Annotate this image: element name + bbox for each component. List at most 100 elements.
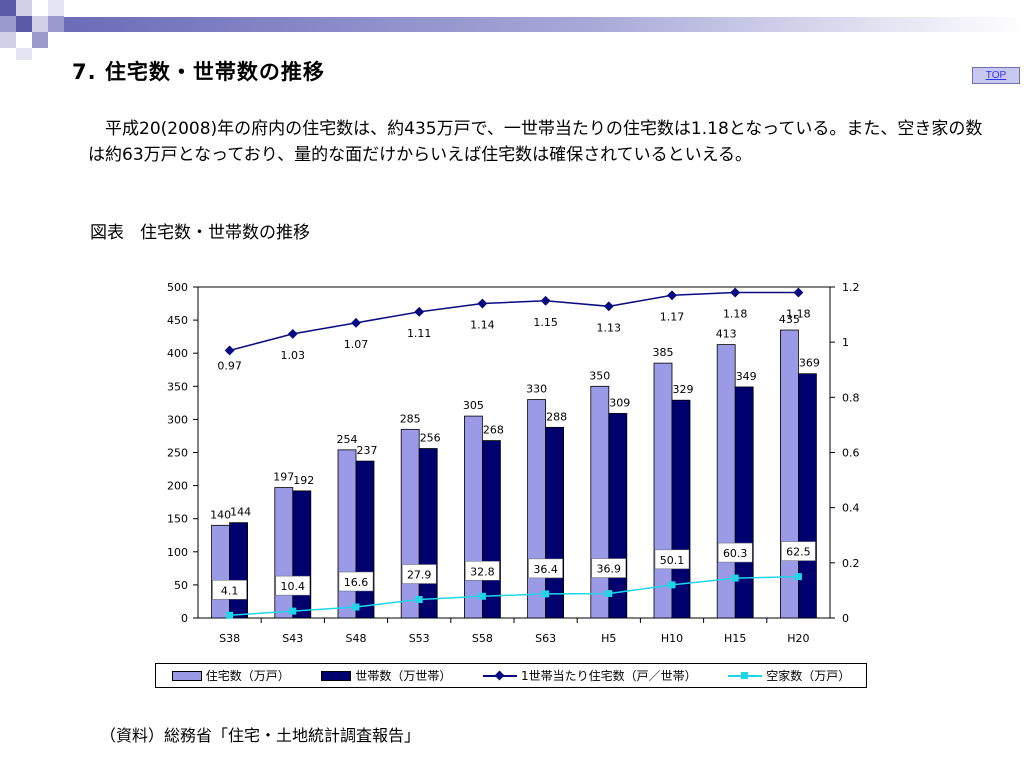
bar-households (798, 373, 817, 619)
data-label-ratio: 1.18 (723, 308, 748, 321)
bar-households (355, 460, 375, 619)
marker-ratio (414, 306, 425, 317)
marker-vacant (668, 581, 676, 589)
data-label-vacant: 36.9 (597, 563, 622, 576)
y2-axis-tick-label: 0.4 (842, 502, 860, 515)
chart-legend: 住宅数（万戸） 世帯数（万世帯） 1世帯当たり住宅数（戸／世帯） 空家数（万戸） (155, 663, 867, 688)
data-label-housing: 254 (337, 433, 358, 446)
header-decoration (0, 0, 1024, 60)
data-label-box-vacant (465, 561, 500, 581)
legend-label-vacant: 空家数（万戸） (766, 669, 851, 683)
data-label-housing: 350 (589, 369, 610, 382)
data-label-ratio: 0.97 (217, 359, 242, 372)
data-label-households: 268 (483, 424, 504, 437)
data-label-ratio: 1.11 (407, 327, 432, 340)
data-label-box-vacant (654, 549, 690, 570)
x-axis-tick-label: H5 (601, 632, 616, 645)
source-note: （資料）総務省「住宅・土地統計調査報告」 (100, 726, 421, 745)
data-label-box-vacant (717, 542, 753, 563)
data-label-housing: 285 (400, 412, 421, 425)
marker-ratio (603, 301, 614, 312)
legend-swatch-vacant (728, 671, 763, 681)
data-label-box-vacant (528, 558, 563, 579)
data-label-ratio: 1.18 (786, 308, 811, 321)
data-label-box-vacant (275, 575, 311, 596)
data-label-vacant: 60.3 (723, 547, 748, 560)
bar-households (545, 426, 564, 619)
data-label-households: 349 (736, 370, 757, 383)
top-link-button[interactable]: TOP (972, 67, 1020, 84)
y-axis-tick-label: 400 (167, 347, 188, 360)
data-label-housing: 305 (463, 399, 484, 412)
y-axis-tick-label: 350 (167, 380, 188, 393)
marker-vacant (415, 596, 423, 604)
data-label-box-vacant (212, 580, 247, 600)
bar-housing (337, 449, 357, 619)
data-label-housing: 140 (210, 508, 231, 521)
legend-label-housing: 住宅数（万戸） (205, 669, 290, 683)
data-label-vacant: 27.9 (407, 569, 432, 582)
data-label-vacant: 16.6 (344, 576, 369, 589)
data-label-housing: 385 (653, 346, 674, 359)
marker-vacant (794, 573, 802, 581)
marker-ratio (287, 328, 298, 339)
y-axis-tick-label: 50 (174, 579, 188, 592)
data-label-housing: 330 (526, 383, 547, 396)
bar-households (418, 448, 438, 619)
x-axis-tick-label: S53 (409, 632, 430, 645)
data-label-box-vacant (591, 558, 627, 578)
figure-caption: 図表 住宅数・世帯数の推移 (90, 218, 310, 243)
y-axis-tick-label: 450 (167, 314, 188, 327)
marker-vacant (542, 590, 550, 598)
bar-housing (400, 428, 420, 619)
y-axis-tick-label: 100 (167, 546, 188, 559)
data-label-households: 369 (799, 357, 820, 370)
data-label-households: 288 (546, 410, 567, 423)
data-label-ratio: 1.15 (533, 316, 558, 329)
figure-caption-title: 住宅数・世帯数の推移 (140, 223, 310, 243)
y2-axis-tick-label: 0.6 (842, 447, 860, 460)
data-label-ratio: 1.13 (597, 321, 622, 334)
legend-swatch-households (321, 670, 352, 681)
y-axis-tick-label: 300 (167, 413, 188, 426)
y-axis-tick-label: 200 (167, 480, 188, 493)
data-label-vacant: 50.1 (660, 554, 685, 567)
marker-vacant (605, 590, 613, 598)
y-axis-tick-label: 0 (181, 612, 188, 625)
data-label-households: 329 (673, 383, 694, 396)
bar-housing (653, 362, 673, 619)
data-label-vacant: 32.8 (470, 565, 495, 578)
legend-label-ratio: 1世帯当たり住宅数（戸／世帯） (520, 669, 697, 683)
bar-housing (274, 487, 294, 619)
x-axis-tick-label: S63 (535, 632, 556, 645)
housing-chart: 0 50 100 150 200 250 300 350 400 450 500 0 0.2 0.4 0.6… (167, 281, 860, 645)
data-label-households: 192 (293, 474, 314, 487)
data-label-vacant: 4.1 (221, 584, 239, 597)
data-label-ratio: 1.03 (281, 349, 306, 362)
x-axis-tick-label: H10 (661, 632, 683, 645)
bar-housing (463, 415, 483, 619)
marker-vacant (731, 574, 739, 582)
marker-ratio (667, 290, 677, 301)
data-label-housing: 413 (716, 328, 737, 341)
marker-ratio (793, 287, 804, 298)
bar-households (608, 413, 628, 619)
data-label-housing: 197 (273, 471, 294, 484)
legend-item-households: 世帯数（万世帯） (321, 667, 451, 684)
y2-axis-tick-label: 0.8 (842, 391, 860, 404)
line-ratio (229, 291, 799, 352)
y2-axis-tick-label: 0 (842, 612, 849, 625)
y2-axis-tick-label: 1.2 (842, 281, 860, 294)
marker-vacant (226, 611, 234, 619)
bar-households (481, 440, 501, 619)
y-axis-tick-label: 150 (167, 513, 188, 526)
marker-ratio (224, 345, 235, 356)
legend-swatch-housing (171, 670, 202, 681)
bar-housing (211, 524, 231, 619)
x-axis-tick-label: H20 (787, 632, 809, 645)
summary-paragraph: 平成20(2008)年の府内の住宅数は、約435万戸で、一世帯当たりの住宅数は1… (88, 119, 983, 165)
legend-label-households: 世帯数（万世帯） (355, 669, 452, 683)
y-axis-tick-label: 250 (167, 447, 188, 460)
data-label-households: 144 (230, 506, 251, 519)
y2-axis-tick-label: 0.2 (842, 557, 860, 570)
